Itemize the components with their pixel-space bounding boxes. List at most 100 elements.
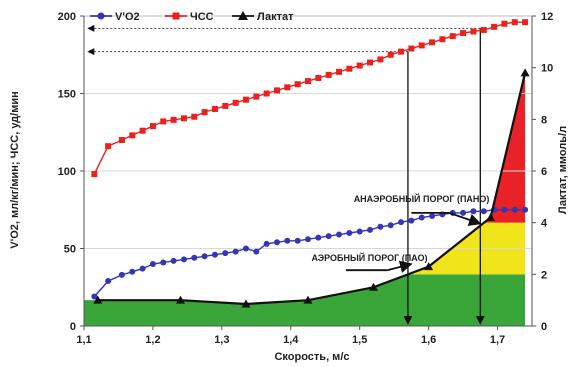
x-tick-label: 1,7: [490, 334, 505, 346]
data-point: [201, 253, 208, 260]
data-point: [284, 84, 291, 91]
y-left-tick-label: 50: [64, 244, 76, 256]
data-point: [303, 295, 313, 304]
data-point: [429, 39, 436, 46]
data-point: [325, 71, 332, 78]
legend: V'O2 ЧСС Лактат: [90, 11, 294, 23]
data-point: [480, 208, 487, 215]
data-point: [408, 45, 415, 52]
data-point: [336, 231, 343, 238]
data-point: [232, 248, 239, 255]
data-point: [241, 299, 251, 308]
y-right-tick-label: 6: [541, 166, 547, 178]
data-point: [356, 62, 363, 69]
x-tick-label: 1,5: [352, 334, 367, 346]
data-point: [511, 206, 518, 213]
data-point: [118, 271, 125, 278]
data-point: [91, 293, 98, 300]
x-tick-label: 1,3: [214, 334, 229, 346]
legend-label: Лактат: [257, 11, 294, 23]
annotation-arrow: [448, 212, 482, 226]
data-point: [149, 123, 156, 130]
y-left-tick-label: 200: [58, 11, 76, 23]
data-point: [520, 68, 530, 77]
data-point: [408, 217, 415, 224]
data-point: [336, 68, 343, 75]
data-point: [470, 208, 477, 215]
data-point: [129, 132, 136, 139]
data-point: [367, 226, 374, 233]
data-point: [242, 96, 249, 103]
data-point: [470, 28, 477, 35]
annotation-aerobic-threshold: АЭРОБНЫЙ ПОРОГ (ПАО): [311, 252, 427, 263]
data-point: [294, 237, 301, 244]
data-point: [139, 265, 146, 272]
data-point: [398, 219, 405, 226]
data-point: [160, 259, 167, 266]
data-point: [377, 56, 384, 63]
data-point: [211, 251, 218, 258]
annotation-arrow: [387, 260, 413, 273]
data-point: [356, 228, 363, 235]
y-left-tick-label: 150: [58, 89, 76, 101]
data-point: [480, 26, 487, 33]
data-point: [149, 261, 156, 267]
data-point: [522, 19, 529, 26]
data-point: [118, 137, 125, 143]
data-point: [105, 278, 112, 285]
data-point: [424, 262, 434, 271]
data-point: [501, 20, 508, 27]
zone-anaerobic: [484, 72, 526, 223]
reference-lines: [87, 24, 485, 325]
data-point: [160, 118, 167, 125]
data-point: [429, 212, 436, 219]
legend-marker: [238, 11, 248, 20]
data-point: [175, 295, 185, 304]
legend-marker: [172, 12, 180, 20]
y-left-tick-label: 100: [58, 166, 76, 178]
data-point: [501, 206, 508, 213]
axes: 1,1 1,2 1,3 1,4 1,5 1,6 1,7 0 50 100 150 200 0 2 4 6 8 10…: [58, 11, 554, 346]
data-point: [284, 237, 291, 244]
annotations: АНАЭРОБНЫЙ ПОРОГ (ПАНО) АЭРОБНЫЙ ПОРОГ (П…: [311, 193, 489, 273]
data-point: [305, 78, 311, 85]
data-point: [387, 51, 394, 58]
data-point: [191, 254, 198, 261]
legend-label: ЧСС: [190, 11, 214, 23]
series-line: [93, 21, 526, 175]
data-point: [346, 230, 353, 236]
legend-label: V'O2: [115, 11, 140, 23]
data-point: [201, 109, 208, 116]
data-point: [418, 42, 425, 49]
data-point: [460, 30, 467, 37]
data-point: [105, 143, 112, 150]
data-point: [242, 245, 249, 252]
data-point: [486, 213, 496, 221]
y-right-tick-label: 0: [541, 321, 547, 333]
data-point: [180, 115, 187, 122]
x-tick-label: 1,1: [76, 334, 91, 346]
data-point: [263, 240, 270, 247]
data-point: [439, 36, 446, 43]
y-right-tick-label: 12: [541, 11, 553, 23]
data-point: [273, 87, 280, 94]
data-point: [93, 295, 103, 304]
data-point: [367, 59, 374, 66]
series-lines: [91, 19, 530, 308]
y-left-axis-label: V'O2, мл/кг/мин; ЧСС, уд/мин: [9, 91, 21, 248]
data-point: [129, 268, 136, 275]
data-point: [180, 256, 187, 263]
data-point: [253, 93, 260, 100]
data-point: [294, 81, 301, 88]
y-right-tick-label: 8: [541, 114, 547, 126]
data-point: [491, 23, 498, 30]
y-right-axis-label: Лактат, ммоль/л: [557, 126, 569, 214]
data-point: [315, 75, 322, 81]
data-point: [232, 99, 239, 106]
data-point: [368, 282, 378, 291]
data-point: [139, 127, 146, 134]
data-point: [191, 113, 198, 120]
data-point: [211, 106, 218, 112]
data-point: [418, 214, 425, 221]
